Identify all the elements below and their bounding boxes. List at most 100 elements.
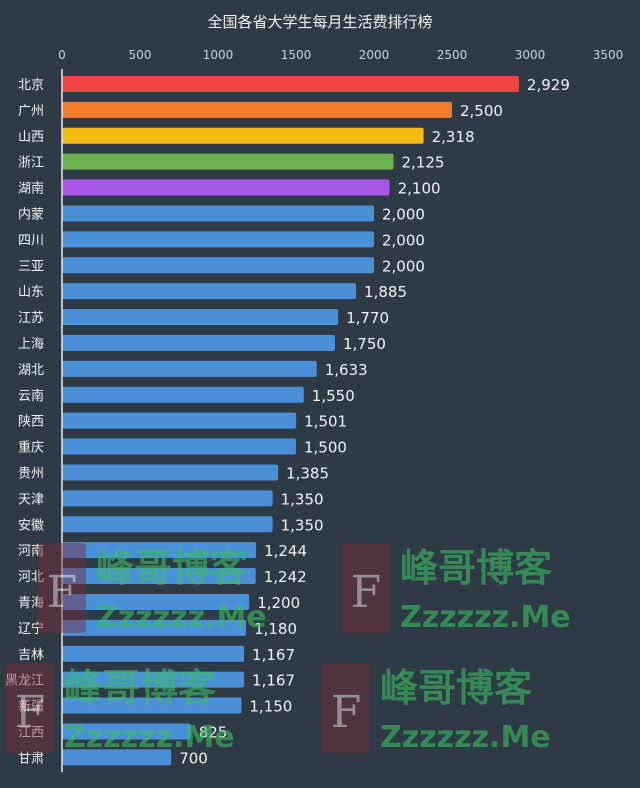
data-label: 1,180: [254, 620, 297, 638]
data-label: 1,167: [252, 672, 295, 690]
watermark-logo-box: [342, 543, 390, 633]
watermark-logo-letter: F: [47, 567, 78, 618]
data-label: 1,885: [364, 283, 407, 301]
data-label: 1,633: [325, 361, 368, 379]
category-label: 青海: [18, 596, 44, 611]
bar: [62, 231, 374, 248]
watermark-url: Zzzzzz.Me: [400, 600, 571, 635]
bar: [62, 619, 247, 636]
category-label: 江苏: [18, 310, 44, 326]
x-tick-label: 1500: [281, 48, 312, 62]
category-label: 湖南: [18, 181, 44, 197]
data-label: 1,350: [281, 490, 324, 508]
data-label: 2,929: [527, 76, 570, 94]
bars: [62, 75, 519, 766]
data-label: 1,550: [312, 387, 355, 405]
watermark-name: 峰哥博客: [400, 546, 552, 590]
x-tick-label: 3000: [515, 48, 546, 62]
chart-title: 全国各省大学生每月生活费排行榜: [207, 13, 432, 31]
x-tick-label: 500: [129, 48, 152, 62]
category-label: 山东: [18, 285, 44, 300]
bar: [62, 490, 273, 507]
value-labels: 2,929 2,500 2,318 2,125 2,100 2,000 2,000 2,000…: [179, 76, 570, 767]
watermark-logo: F 峰哥博客 Zzzzzz.Me: [342, 543, 571, 635]
bar: [62, 75, 519, 92]
category-label: 内蒙: [18, 206, 44, 222]
data-label: 2,318: [432, 128, 475, 146]
watermark-logo-box: [6, 663, 54, 753]
bar: [62, 309, 339, 326]
watermark-logo-letter: F: [15, 687, 46, 738]
category-label: 河南: [18, 543, 44, 559]
watermark-logo-box: [38, 543, 86, 633]
bar: [62, 153, 394, 170]
category-label: 新疆: [18, 699, 44, 715]
bar: [62, 283, 357, 300]
data-label: 2,000: [382, 231, 425, 249]
watermark-name: 峰哥博客: [64, 666, 216, 710]
category-label: 天津: [18, 492, 44, 507]
category-label: 江西: [18, 725, 44, 740]
data-label: 1,150: [249, 698, 292, 716]
bar: [62, 386, 304, 403]
watermark-logo-letter: F: [351, 567, 382, 618]
bar: [62, 438, 296, 455]
bar: [62, 749, 172, 766]
watermark-url: Zzzzzz.Me: [64, 720, 235, 755]
data-label: 1,770: [346, 309, 389, 327]
watermarks: F 峰哥博客 Zzzzzz.Me F 峰哥博客 Zzzzzz.Me F 峰哥博客 Zzzzzz.…: [6, 543, 571, 755]
category-label: 安徽: [18, 518, 44, 533]
category-label: 甘肃: [18, 751, 44, 766]
x-tick-label: 0: [58, 48, 66, 62]
data-label: 825: [199, 723, 228, 741]
category-label: 湖北: [18, 363, 44, 378]
category-label: 陕西: [18, 415, 44, 430]
bar: [62, 334, 335, 351]
category-label: 吉林: [18, 648, 44, 663]
x-tick-label: 3500: [593, 48, 624, 62]
bar: [62, 516, 273, 533]
data-label: 700: [179, 749, 208, 767]
x-axis-ticks: 0 500 1000 1500 2000 2500 3000 3500: [58, 48, 623, 62]
bar: [62, 671, 245, 688]
data-label: 2,000: [382, 257, 425, 275]
x-tick-label: 2500: [437, 48, 468, 62]
bar: [62, 101, 452, 118]
category-label: 河北: [18, 570, 44, 585]
bar: [62, 257, 374, 274]
category-label: 山西: [18, 130, 44, 145]
data-label: 1,167: [252, 646, 295, 664]
data-label: 2,500: [460, 102, 503, 120]
data-label: 1,385: [286, 464, 329, 482]
bar: [62, 179, 390, 196]
bar: [62, 412, 297, 429]
bar: [62, 542, 257, 559]
data-label: 1,501: [304, 413, 347, 431]
x-tick-label: 1000: [203, 48, 234, 62]
bar: [62, 205, 374, 222]
data-label: 2,125: [402, 154, 445, 172]
watermark-logo: F 峰哥博客 Zzzzzz.Me: [38, 543, 267, 635]
x-tick-label: 2000: [359, 48, 390, 62]
bar: [62, 127, 424, 144]
bar: [62, 593, 250, 610]
watermark-url: Zzzzzz.Me: [380, 720, 551, 755]
data-label: 1,200: [257, 594, 300, 612]
category-label: 三亚: [18, 259, 44, 274]
category-label: 广州: [18, 104, 44, 119]
watermark-name: 峰哥博客: [380, 666, 532, 710]
bar: [62, 464, 279, 481]
bar: [62, 697, 242, 714]
watermark-url: Zzzzzz.Me: [96, 600, 267, 635]
category-label: 黑龙江: [5, 674, 44, 689]
watermark-logo-box: [322, 663, 370, 753]
bar: [62, 723, 191, 740]
category-label: 重庆: [18, 440, 44, 456]
category-label: 云南: [18, 388, 44, 404]
watermark-logo: F 峰哥博客 Zzzzzz.Me: [6, 663, 235, 755]
bar: [62, 360, 317, 377]
category-label: 四川: [18, 233, 44, 248]
category-label: 北京: [18, 78, 44, 93]
data-label: 1,244: [264, 542, 307, 560]
